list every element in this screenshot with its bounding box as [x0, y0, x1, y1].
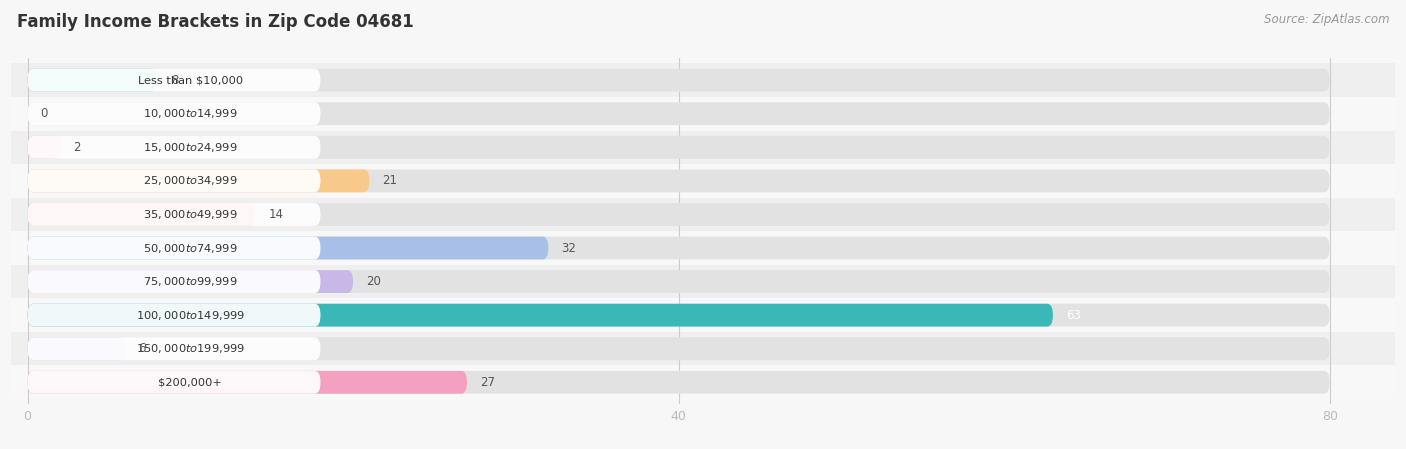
- FancyBboxPatch shape: [28, 371, 1330, 394]
- FancyBboxPatch shape: [28, 203, 321, 226]
- FancyBboxPatch shape: [28, 270, 321, 293]
- FancyBboxPatch shape: [28, 69, 157, 92]
- FancyBboxPatch shape: [28, 237, 321, 260]
- Text: Source: ZipAtlas.com: Source: ZipAtlas.com: [1264, 13, 1389, 26]
- Text: 32: 32: [561, 242, 576, 255]
- FancyBboxPatch shape: [28, 203, 1330, 226]
- FancyBboxPatch shape: [11, 365, 1395, 399]
- Text: $25,000 to $34,999: $25,000 to $34,999: [143, 174, 238, 187]
- FancyBboxPatch shape: [28, 237, 548, 260]
- Text: 14: 14: [269, 208, 284, 221]
- FancyBboxPatch shape: [28, 136, 321, 159]
- FancyBboxPatch shape: [11, 332, 1395, 365]
- FancyBboxPatch shape: [11, 299, 1395, 332]
- FancyBboxPatch shape: [28, 304, 1330, 326]
- FancyBboxPatch shape: [28, 69, 321, 92]
- Text: 63: 63: [1066, 308, 1081, 321]
- FancyBboxPatch shape: [28, 337, 321, 360]
- Text: $50,000 to $74,999: $50,000 to $74,999: [143, 242, 238, 255]
- FancyBboxPatch shape: [28, 169, 370, 192]
- FancyBboxPatch shape: [28, 102, 321, 125]
- Text: 21: 21: [382, 174, 398, 187]
- FancyBboxPatch shape: [28, 203, 256, 226]
- FancyBboxPatch shape: [28, 237, 1330, 260]
- Text: $15,000 to $24,999: $15,000 to $24,999: [143, 141, 238, 154]
- FancyBboxPatch shape: [11, 198, 1395, 231]
- Text: 6: 6: [138, 342, 146, 355]
- Text: 8: 8: [170, 74, 179, 87]
- FancyBboxPatch shape: [28, 136, 1330, 159]
- Text: $35,000 to $49,999: $35,000 to $49,999: [143, 208, 238, 221]
- FancyBboxPatch shape: [28, 169, 321, 192]
- FancyBboxPatch shape: [28, 337, 1330, 360]
- FancyBboxPatch shape: [11, 265, 1395, 299]
- Text: $200,000+: $200,000+: [159, 377, 222, 387]
- Text: 0: 0: [41, 107, 48, 120]
- FancyBboxPatch shape: [28, 69, 1330, 92]
- Text: 27: 27: [479, 376, 495, 389]
- FancyBboxPatch shape: [28, 169, 1330, 192]
- FancyBboxPatch shape: [28, 270, 1330, 293]
- FancyBboxPatch shape: [28, 371, 321, 394]
- Text: Family Income Brackets in Zip Code 04681: Family Income Brackets in Zip Code 04681: [17, 13, 413, 31]
- Text: $10,000 to $14,999: $10,000 to $14,999: [143, 107, 238, 120]
- FancyBboxPatch shape: [28, 371, 467, 394]
- FancyBboxPatch shape: [28, 136, 60, 159]
- FancyBboxPatch shape: [11, 164, 1395, 198]
- FancyBboxPatch shape: [11, 63, 1395, 97]
- Text: Less than $10,000: Less than $10,000: [138, 75, 243, 85]
- FancyBboxPatch shape: [11, 131, 1395, 164]
- FancyBboxPatch shape: [28, 270, 353, 293]
- FancyBboxPatch shape: [28, 304, 321, 326]
- Text: $150,000 to $199,999: $150,000 to $199,999: [136, 342, 245, 355]
- FancyBboxPatch shape: [11, 97, 1395, 131]
- Text: 2: 2: [73, 141, 80, 154]
- FancyBboxPatch shape: [28, 337, 125, 360]
- Text: $100,000 to $149,999: $100,000 to $149,999: [136, 308, 245, 321]
- FancyBboxPatch shape: [28, 304, 1053, 326]
- FancyBboxPatch shape: [28, 102, 1330, 125]
- Text: $75,000 to $99,999: $75,000 to $99,999: [143, 275, 238, 288]
- FancyBboxPatch shape: [11, 231, 1395, 265]
- Text: 20: 20: [366, 275, 381, 288]
